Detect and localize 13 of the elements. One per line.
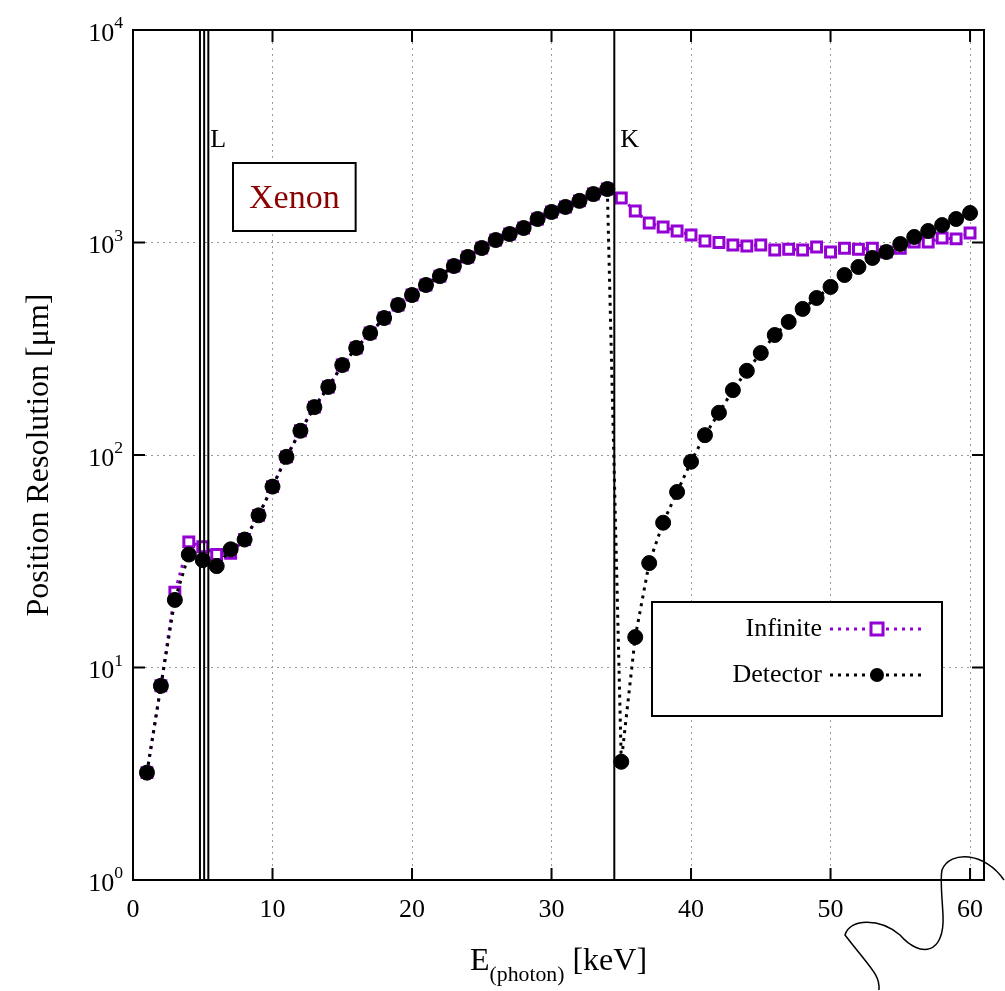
x-tick-label: 20 (399, 893, 426, 923)
x-tick-label: 0 (126, 893, 140, 923)
x-tick-label: 40 (678, 893, 705, 923)
legend-label: Infinite (745, 612, 822, 642)
annotation: Xenon (249, 177, 340, 215)
x-tick-label: 60 (957, 893, 984, 923)
legend-label: Detector (732, 658, 823, 688)
x-tick-label: 10 (259, 893, 286, 923)
y-axis-title: Position Resolution [μm] (19, 293, 56, 617)
ref-line-label: L (210, 123, 227, 153)
x-tick-label: 50 (817, 893, 844, 923)
ref-line-label: K (620, 123, 640, 153)
x-tick-label: 30 (538, 893, 565, 923)
